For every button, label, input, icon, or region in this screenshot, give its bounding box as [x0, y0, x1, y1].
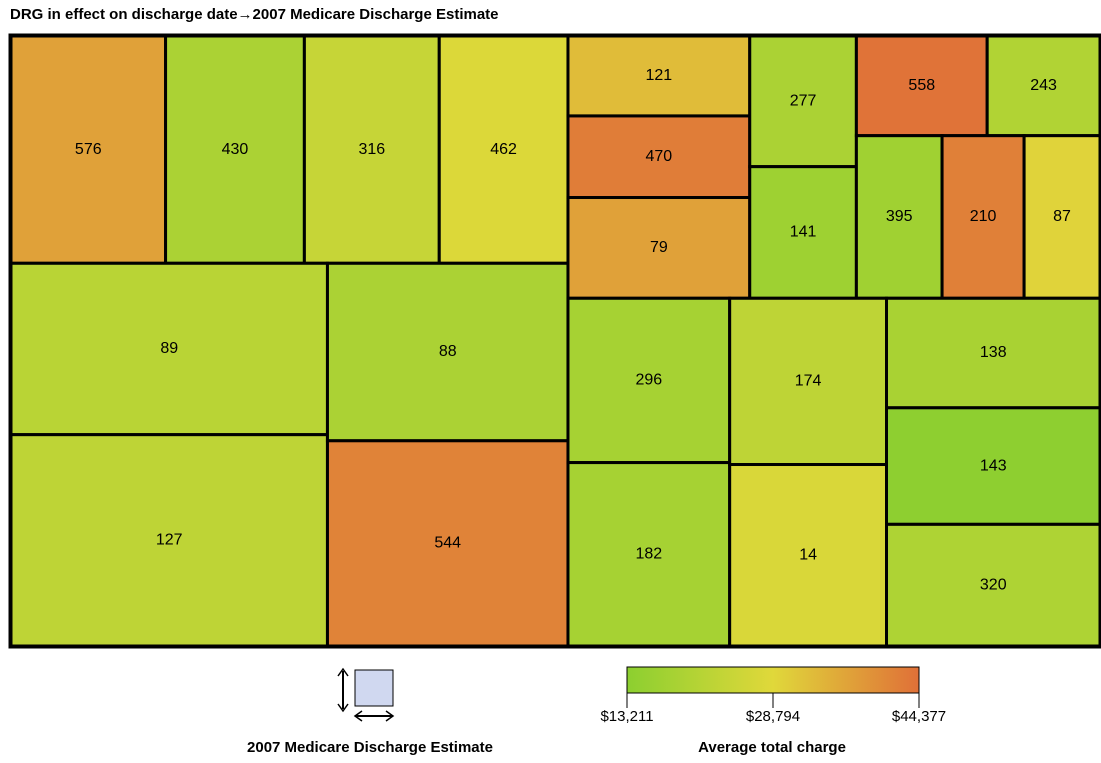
color-tick-label: $13,211 — [600, 708, 653, 725]
treemap-border — [8, 33, 1101, 649]
tile — [9, 433, 329, 648]
tile-label: 210 — [970, 208, 997, 225]
tile — [566, 461, 732, 648]
tile-label: 544 — [434, 535, 461, 552]
tile-label: 395 — [886, 208, 913, 225]
chart-title: DRG in effect on discharge date→2007 Med… — [10, 6, 499, 23]
tile — [325, 261, 570, 443]
tile-label: 87 — [1053, 208, 1071, 225]
tile-label: 470 — [646, 148, 673, 165]
size-legend-title: 2007 Medicare Discharge Estimate — [247, 739, 493, 756]
tile-label: 141 — [790, 224, 817, 241]
tile-label: 316 — [358, 141, 385, 158]
color-tick-label: $28,794 — [746, 708, 800, 725]
tile — [728, 463, 889, 648]
tile-label: 174 — [795, 373, 822, 390]
tile — [885, 406, 1101, 526]
tile — [940, 134, 1026, 300]
tile-label: 89 — [160, 340, 178, 357]
color-tick-label: $44,377 — [892, 708, 946, 725]
tile-label: 182 — [635, 546, 662, 563]
tile-label: 88 — [439, 343, 457, 360]
tile — [302, 34, 441, 265]
tile — [985, 34, 1101, 138]
tile-label: 121 — [646, 67, 673, 84]
tile-label: 138 — [980, 344, 1007, 361]
tile — [854, 34, 989, 138]
tile — [566, 196, 752, 300]
tile-label: 576 — [75, 141, 102, 158]
tile-label: 243 — [1030, 77, 1057, 94]
tile-label: 127 — [156, 532, 183, 549]
tile-label: 143 — [980, 457, 1007, 474]
tile-label: 79 — [650, 239, 668, 256]
tile-label: 558 — [908, 77, 935, 94]
tile-label: 14 — [799, 546, 817, 563]
tile — [437, 34, 570, 265]
tile — [728, 296, 889, 467]
treemap: 576 430 316 462 89 127 88 544 121 470 79 277 141 558 2… — [9, 34, 1101, 648]
tile-label: 430 — [222, 141, 249, 158]
color-legend-bar — [626, 666, 920, 694]
color-legend-title: Average total charge — [698, 739, 846, 756]
tile-label: 462 — [490, 141, 517, 158]
tile-label: 296 — [635, 372, 662, 389]
tile — [885, 296, 1101, 410]
size-legend-icon — [337, 667, 395, 722]
tile-label: 277 — [790, 93, 817, 110]
tile-label: 320 — [980, 576, 1007, 593]
